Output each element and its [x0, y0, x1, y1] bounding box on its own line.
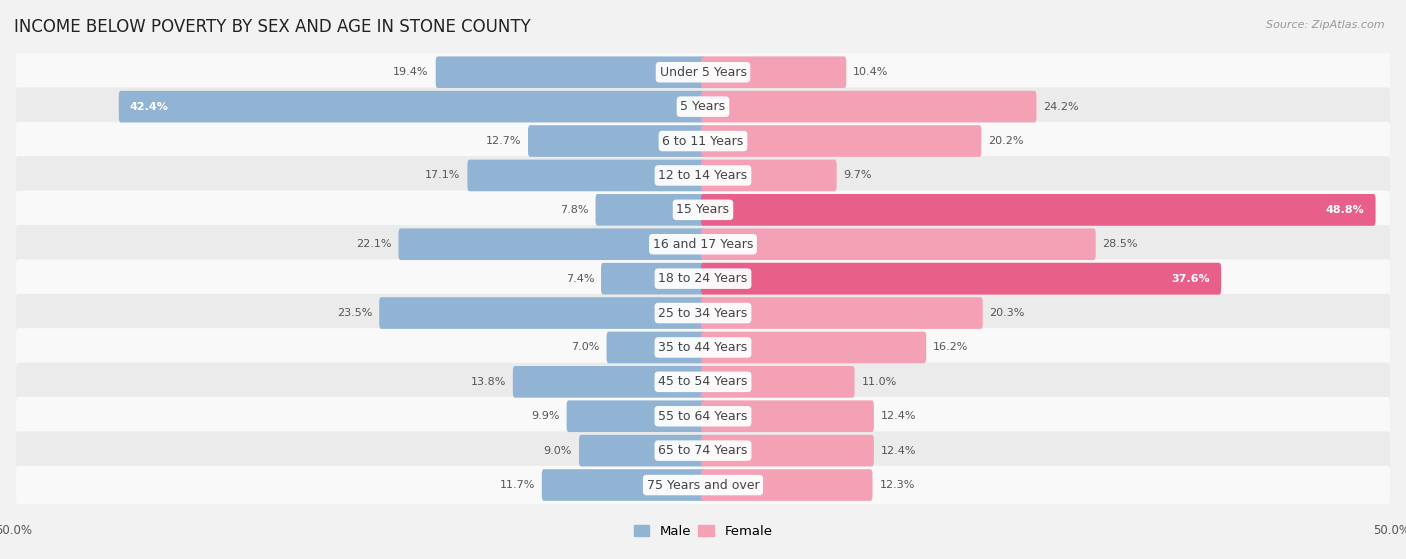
- Text: 75 Years and over: 75 Years and over: [647, 479, 759, 491]
- Text: 16 and 17 Years: 16 and 17 Years: [652, 238, 754, 251]
- FancyBboxPatch shape: [15, 466, 1391, 504]
- FancyBboxPatch shape: [702, 91, 1036, 122]
- Text: 42.4%: 42.4%: [129, 102, 169, 112]
- FancyBboxPatch shape: [702, 125, 981, 157]
- Text: 12.4%: 12.4%: [880, 411, 917, 421]
- Text: 9.9%: 9.9%: [531, 411, 560, 421]
- FancyBboxPatch shape: [606, 331, 704, 363]
- Legend: Male, Female: Male, Female: [628, 519, 778, 543]
- FancyBboxPatch shape: [596, 194, 704, 226]
- FancyBboxPatch shape: [467, 160, 704, 191]
- Text: 65 to 74 Years: 65 to 74 Years: [658, 444, 748, 457]
- Text: 13.8%: 13.8%: [471, 377, 506, 387]
- Text: 7.4%: 7.4%: [565, 274, 595, 283]
- Text: 6 to 11 Years: 6 to 11 Years: [662, 135, 744, 148]
- Text: 16.2%: 16.2%: [934, 343, 969, 352]
- Text: 20.2%: 20.2%: [988, 136, 1024, 146]
- FancyBboxPatch shape: [15, 122, 1391, 160]
- FancyBboxPatch shape: [702, 331, 927, 363]
- Text: INCOME BELOW POVERTY BY SEX AND AGE IN STONE COUNTY: INCOME BELOW POVERTY BY SEX AND AGE IN S…: [14, 18, 531, 36]
- FancyBboxPatch shape: [702, 263, 1220, 295]
- FancyBboxPatch shape: [118, 91, 704, 122]
- Text: 25 to 34 Years: 25 to 34 Years: [658, 306, 748, 320]
- FancyBboxPatch shape: [15, 328, 1391, 367]
- Text: 15 Years: 15 Years: [676, 203, 730, 216]
- Text: 7.8%: 7.8%: [560, 205, 589, 215]
- FancyBboxPatch shape: [15, 363, 1391, 401]
- FancyBboxPatch shape: [702, 435, 875, 466]
- FancyBboxPatch shape: [436, 56, 704, 88]
- FancyBboxPatch shape: [15, 294, 1391, 332]
- FancyBboxPatch shape: [15, 397, 1391, 435]
- FancyBboxPatch shape: [15, 259, 1391, 298]
- FancyBboxPatch shape: [702, 229, 1095, 260]
- Text: 23.5%: 23.5%: [337, 308, 373, 318]
- Text: 7.0%: 7.0%: [571, 343, 599, 352]
- FancyBboxPatch shape: [15, 191, 1391, 229]
- Text: 9.7%: 9.7%: [844, 170, 872, 181]
- FancyBboxPatch shape: [15, 53, 1391, 92]
- Text: 18 to 24 Years: 18 to 24 Years: [658, 272, 748, 285]
- Text: 12.4%: 12.4%: [880, 446, 917, 456]
- FancyBboxPatch shape: [702, 263, 1220, 295]
- Text: 10.4%: 10.4%: [853, 67, 889, 77]
- Text: 5 Years: 5 Years: [681, 100, 725, 113]
- Text: 12.3%: 12.3%: [879, 480, 915, 490]
- FancyBboxPatch shape: [702, 56, 846, 88]
- FancyBboxPatch shape: [513, 366, 704, 397]
- FancyBboxPatch shape: [702, 366, 855, 397]
- FancyBboxPatch shape: [702, 400, 875, 432]
- Text: 55 to 64 Years: 55 to 64 Years: [658, 410, 748, 423]
- Text: 19.4%: 19.4%: [394, 67, 429, 77]
- Text: 28.5%: 28.5%: [1102, 239, 1137, 249]
- FancyBboxPatch shape: [579, 435, 704, 466]
- Text: 24.2%: 24.2%: [1043, 102, 1078, 112]
- FancyBboxPatch shape: [15, 225, 1391, 263]
- Text: 45 to 54 Years: 45 to 54 Years: [658, 375, 748, 389]
- Text: 48.8%: 48.8%: [1326, 205, 1364, 215]
- FancyBboxPatch shape: [600, 263, 704, 295]
- Text: 37.6%: 37.6%: [1171, 274, 1211, 283]
- Text: 12 to 14 Years: 12 to 14 Years: [658, 169, 748, 182]
- Text: 11.0%: 11.0%: [862, 377, 897, 387]
- FancyBboxPatch shape: [702, 160, 837, 191]
- Text: 12.7%: 12.7%: [485, 136, 522, 146]
- Text: 22.1%: 22.1%: [356, 239, 392, 249]
- FancyBboxPatch shape: [702, 194, 1375, 226]
- FancyBboxPatch shape: [15, 432, 1391, 470]
- FancyBboxPatch shape: [567, 400, 704, 432]
- FancyBboxPatch shape: [15, 156, 1391, 195]
- FancyBboxPatch shape: [702, 297, 983, 329]
- Text: 17.1%: 17.1%: [425, 170, 461, 181]
- Text: 9.0%: 9.0%: [544, 446, 572, 456]
- FancyBboxPatch shape: [15, 87, 1391, 126]
- Text: 35 to 44 Years: 35 to 44 Years: [658, 341, 748, 354]
- FancyBboxPatch shape: [702, 469, 873, 501]
- FancyBboxPatch shape: [702, 194, 1375, 226]
- Text: 20.3%: 20.3%: [990, 308, 1025, 318]
- FancyBboxPatch shape: [398, 229, 704, 260]
- FancyBboxPatch shape: [380, 297, 704, 329]
- FancyBboxPatch shape: [529, 125, 704, 157]
- Text: Source: ZipAtlas.com: Source: ZipAtlas.com: [1267, 20, 1385, 30]
- Text: 11.7%: 11.7%: [499, 480, 534, 490]
- FancyBboxPatch shape: [541, 469, 704, 501]
- Text: Under 5 Years: Under 5 Years: [659, 66, 747, 79]
